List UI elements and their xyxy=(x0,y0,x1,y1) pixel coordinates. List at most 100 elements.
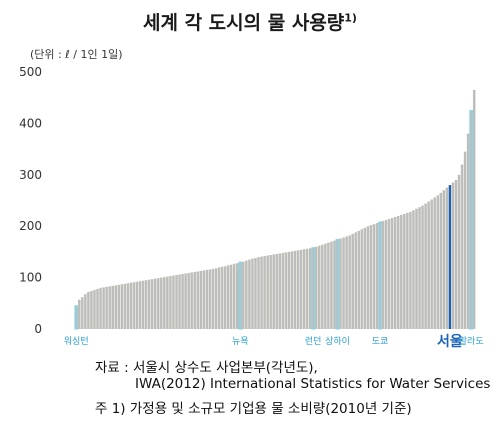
bar xyxy=(163,277,166,329)
bar-highlighted xyxy=(74,305,79,330)
bar xyxy=(272,254,275,329)
bar xyxy=(451,182,455,329)
bar xyxy=(105,286,108,329)
bar xyxy=(108,286,111,329)
bar xyxy=(460,164,464,329)
bar xyxy=(269,254,272,329)
city-label: 서울 xyxy=(437,333,463,350)
bar xyxy=(160,277,163,329)
bar xyxy=(208,269,212,329)
bar xyxy=(175,275,178,329)
bar xyxy=(375,223,379,329)
y-tick-label: 500 xyxy=(19,65,42,79)
bar xyxy=(287,251,291,329)
bar xyxy=(144,280,148,329)
y-tick-label: 400 xyxy=(19,116,42,130)
bar xyxy=(150,279,154,329)
bar xyxy=(129,282,133,329)
bar xyxy=(299,249,303,329)
bar xyxy=(205,269,209,329)
y-axis-ticks: 0 100 200 300 400 500 xyxy=(19,65,42,336)
bar xyxy=(345,236,348,329)
bar xyxy=(211,268,215,329)
bar xyxy=(339,238,342,329)
bar xyxy=(81,297,84,329)
bar xyxy=(229,264,233,329)
bar xyxy=(333,240,336,329)
y-tick-label: 200 xyxy=(19,219,42,233)
source-line-1: 자료 : 서울시 상수도 사업본부(각년도), xyxy=(95,360,318,376)
bar xyxy=(90,290,93,329)
bar xyxy=(199,270,203,329)
bar xyxy=(226,265,230,329)
title-footnote-mark: 1) xyxy=(344,11,357,25)
bar xyxy=(442,190,446,329)
bar xyxy=(366,226,370,329)
bars xyxy=(74,89,476,330)
bar xyxy=(251,258,254,329)
city-label: 할라도 xyxy=(459,336,484,347)
bar xyxy=(141,280,145,329)
bar xyxy=(172,275,175,329)
bar xyxy=(439,192,443,329)
bar xyxy=(296,250,300,329)
unit-label: (단위 : ℓ / 1인 1일) xyxy=(30,48,123,61)
bar xyxy=(187,272,190,329)
bar xyxy=(418,207,421,329)
bar xyxy=(472,89,476,330)
bar xyxy=(223,266,227,329)
bar xyxy=(275,253,278,329)
bar xyxy=(457,174,461,329)
bar-highlighted xyxy=(335,238,340,330)
bar xyxy=(387,219,391,329)
bar xyxy=(114,285,117,329)
bar xyxy=(135,281,139,329)
bar xyxy=(263,256,266,329)
bar xyxy=(393,216,397,329)
bar xyxy=(102,287,105,329)
bar xyxy=(138,281,142,329)
bar xyxy=(318,245,321,329)
bar xyxy=(430,199,433,329)
bar xyxy=(290,251,294,329)
bar xyxy=(415,208,418,329)
bar xyxy=(196,271,200,329)
bar xyxy=(260,256,263,329)
city-label: 워싱턴 xyxy=(64,336,89,347)
bar xyxy=(214,268,218,329)
bar xyxy=(436,195,439,329)
bar xyxy=(390,217,394,329)
city-label: 도쿄 xyxy=(372,337,389,347)
bar xyxy=(190,272,193,329)
bar xyxy=(123,283,127,329)
bar xyxy=(363,227,367,329)
bar xyxy=(314,246,318,329)
city-label: 뉴욕 xyxy=(232,336,249,347)
bar xyxy=(178,274,181,329)
bar xyxy=(351,233,354,329)
bar xyxy=(281,252,285,329)
bar xyxy=(454,179,458,329)
bar xyxy=(87,291,90,329)
y-tick-label: 0 xyxy=(34,322,42,336)
y-tick-label: 100 xyxy=(19,271,42,285)
bar-highlighted xyxy=(238,261,243,330)
bar xyxy=(96,288,99,329)
bar xyxy=(466,133,470,329)
bar xyxy=(327,242,330,329)
bar xyxy=(406,212,409,329)
bar xyxy=(117,284,121,329)
bar xyxy=(84,294,87,329)
bar xyxy=(308,248,312,329)
bar xyxy=(166,276,169,329)
bar-highlighted xyxy=(469,109,474,330)
bar xyxy=(397,215,400,329)
city-label: 상하이 xyxy=(325,336,350,347)
bar xyxy=(184,273,187,329)
source-line-2: IWA(2012) International Statistics for W… xyxy=(135,376,491,392)
bar xyxy=(232,263,236,329)
bar xyxy=(111,285,114,329)
bar xyxy=(99,287,102,329)
